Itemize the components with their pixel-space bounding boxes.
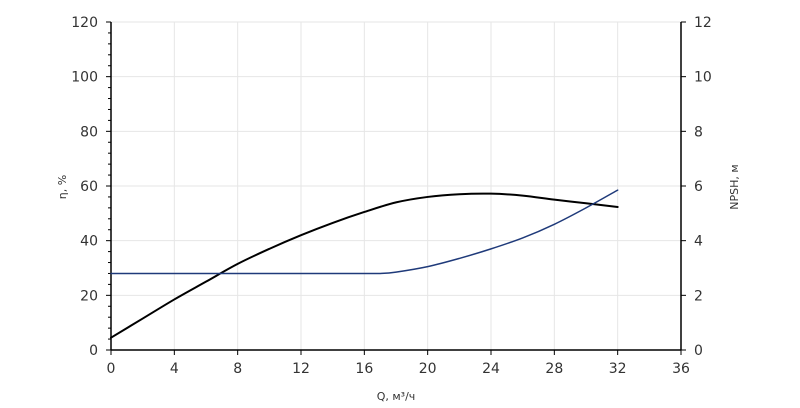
efficiency-curve-line <box>110 192 619 339</box>
npsh-curve-line <box>110 189 619 275</box>
series <box>110 189 619 339</box>
x-axis-title: Q, м³/ч <box>377 390 416 403</box>
y-right-tick-label-0: 0 <box>694 343 703 359</box>
y-right-axis-title: NPSH, м <box>728 164 741 209</box>
y-left-tick-label-0: 0 <box>89 343 98 359</box>
x-tick-label-20: 20 <box>419 361 437 377</box>
x-tick-label-12: 12 <box>292 361 310 377</box>
y-right-tick-label-10: 10 <box>694 70 712 86</box>
x-tick-label-4: 4 <box>170 361 179 377</box>
y-right-tick-label-8: 8 <box>694 124 703 140</box>
y-left-tick-label-20: 20 <box>80 288 98 304</box>
x-tick-label-24: 24 <box>482 361 500 377</box>
x-tick-label-0: 0 <box>107 361 116 377</box>
y-right-tick-label-6: 6 <box>694 179 703 195</box>
y-left-tick-label-40: 40 <box>80 234 98 250</box>
x-tick-label-8: 8 <box>233 361 242 377</box>
tick-labels: 0 4 8 12 16 20 24 28 32 3602040608010012002468101… <box>71 15 712 377</box>
x-tick-label-32: 32 <box>609 361 627 377</box>
x-tick-label-16: 16 <box>355 361 373 377</box>
y-right-tick-label-2: 2 <box>694 288 703 304</box>
y-right-tick-label-12: 12 <box>694 15 712 31</box>
y-right-tick-label-4: 4 <box>694 234 703 250</box>
y-left-tick-label-120: 120 <box>71 15 98 31</box>
x-tick-label-28: 28 <box>545 361 563 377</box>
x-tick-label-36: 36 <box>672 361 690 377</box>
y-left-axis-title: η, % <box>56 175 69 199</box>
grid <box>111 21 681 350</box>
y-left-tick-label-100: 100 <box>71 70 98 86</box>
y-left-tick-label-80: 80 <box>80 124 98 140</box>
y-left-tick-label-60: 60 <box>80 179 98 195</box>
axes <box>106 21 686 355</box>
